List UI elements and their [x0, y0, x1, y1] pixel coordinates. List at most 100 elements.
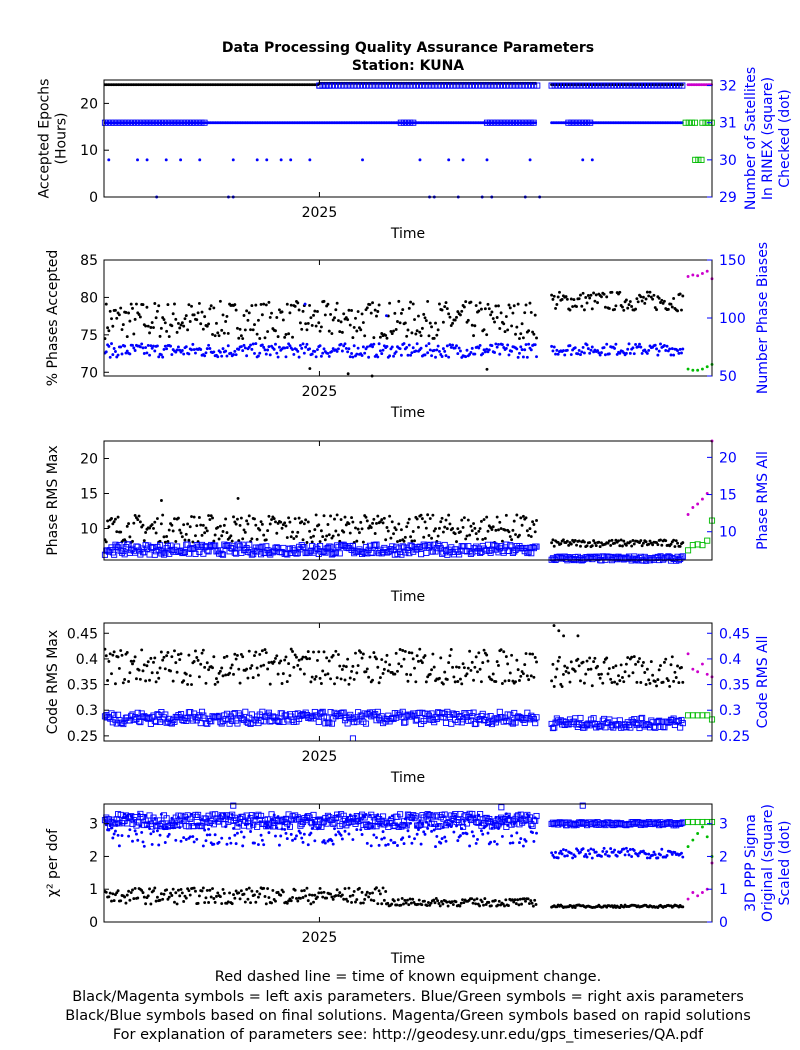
point-p4-s0 — [615, 682, 619, 686]
point-p4-s0 — [577, 664, 581, 668]
point-p2-s0 — [593, 299, 597, 303]
point-p2-s1 — [483, 350, 487, 354]
point-p4-s3 — [704, 712, 711, 719]
point-p4-s0 — [478, 667, 482, 671]
point-p5-s2 — [359, 828, 363, 832]
point-p4-s0 — [617, 674, 620, 678]
point-p2-s0 — [590, 307, 594, 311]
point-p5-s2 — [401, 836, 405, 840]
point-p4-s0 — [268, 682, 272, 686]
point-p2-s0 — [444, 301, 448, 305]
point-p2-s0 — [129, 302, 133, 306]
point-p3-s0 — [262, 533, 266, 537]
point-p2-s1 — [681, 347, 685, 351]
point-p5-s2 — [436, 824, 440, 828]
point-p3-s0 — [114, 517, 117, 521]
point-p5-s0 — [359, 901, 363, 905]
point-p1-s1 — [468, 82, 475, 89]
point-p3-s0 — [490, 528, 494, 531]
point-p2-s1 — [430, 354, 434, 358]
point-p4-s0 — [508, 671, 512, 675]
point-p3-s0 — [619, 538, 623, 542]
point-p4-s0 — [532, 675, 536, 679]
point-p3-s0 — [455, 540, 458, 544]
point-p4-s0 — [211, 666, 214, 670]
x-axis-label: Time — [390, 226, 425, 242]
point-p4-s0 — [132, 659, 136, 663]
point-p2-s0 — [213, 334, 217, 338]
point-p1-s1 — [422, 82, 429, 89]
point-p3-s0 — [436, 534, 440, 538]
y-axis-left-label: χ² per dof — [45, 828, 61, 897]
point-p4-s0 — [490, 678, 494, 682]
point-p2-s0 — [224, 320, 228, 323]
point-p2-s1 — [321, 351, 325, 355]
point-p2-s1 — [111, 353, 115, 357]
point-p5-s2 — [184, 838, 188, 841]
point-p1-s1 — [378, 82, 385, 89]
point-p2-s0 — [371, 301, 375, 305]
point-p2-s0 — [176, 321, 180, 325]
point-p3-s0 — [243, 530, 247, 534]
point-p2-s0 — [110, 317, 113, 321]
point-p5-s2 — [440, 837, 444, 841]
point-p5-s2 — [507, 814, 511, 818]
point-p5-s0 — [298, 896, 302, 900]
point-p3-s0 — [678, 544, 682, 548]
point-p1-s3 — [279, 158, 283, 162]
point-p2-s0 — [190, 304, 193, 308]
footer-line-4: For explanation of parameters see: http:… — [113, 1027, 704, 1043]
point-p1-s1 — [493, 82, 500, 89]
point-p2-s1 — [519, 345, 523, 349]
point-p5-s0 — [409, 901, 413, 905]
ytick-right-label: 150 — [719, 253, 746, 269]
point-p3-s0 — [551, 538, 555, 542]
point-p3-s0 — [483, 537, 487, 540]
point-p5-s0 — [489, 904, 493, 908]
point-p3-s0 — [335, 513, 339, 517]
point-p5-s0 — [204, 896, 208, 900]
ytick-right-label: 15 — [719, 488, 737, 504]
point-p2-s1 — [142, 352, 146, 355]
point-p5-s2 — [489, 840, 493, 844]
point-p5-s2 — [142, 844, 146, 848]
ytick-left-label: 0.4 — [76, 652, 98, 668]
point-p5-s2 — [166, 834, 170, 838]
point-p2-s1 — [249, 343, 253, 347]
point-p3-s0 — [394, 528, 398, 532]
point-p4-s0 — [677, 681, 681, 685]
point-p3-s0 — [237, 539, 241, 543]
point-p3-s0 — [279, 520, 283, 524]
point-p1-s1 — [503, 82, 510, 89]
point-p5-s2 — [622, 847, 626, 851]
point-p2-s1 — [577, 348, 581, 352]
point-p2-s0 — [584, 296, 588, 299]
point-p5-s0 — [440, 899, 444, 903]
point-p4-s0 — [116, 655, 120, 659]
point-p2-s0 — [267, 300, 271, 304]
point-p2-s1 — [263, 348, 267, 352]
ytick-right-label: 0 — [719, 915, 728, 931]
point-p4-s0 — [432, 665, 436, 669]
point-p3-s0 — [531, 520, 535, 524]
point-p2-s1 — [573, 346, 577, 350]
point-p3-s0 — [390, 520, 394, 524]
point-p3-s0 — [176, 516, 180, 520]
point-p3-s0 — [178, 528, 182, 532]
point-p4-s0 — [205, 661, 209, 665]
point-p3-s0 — [250, 537, 254, 541]
point-p5-s0 — [497, 899, 501, 903]
point-p5-s0 — [425, 904, 429, 907]
point-p4-s0 — [133, 655, 137, 659]
point-p4-s0 — [204, 681, 208, 685]
point-p5-s0 — [149, 902, 153, 906]
point-p2-s0 — [389, 329, 393, 333]
point-p2-s1 — [434, 355, 437, 359]
point-p2-s0 — [289, 303, 293, 307]
point-p2-s0 — [603, 305, 607, 309]
point-p5-s2 — [613, 848, 617, 852]
point-p5-s0 — [131, 888, 134, 892]
point-p5-s2 — [272, 813, 276, 817]
point-p5-s2 — [174, 838, 178, 842]
point-p1-s1 — [344, 82, 351, 89]
